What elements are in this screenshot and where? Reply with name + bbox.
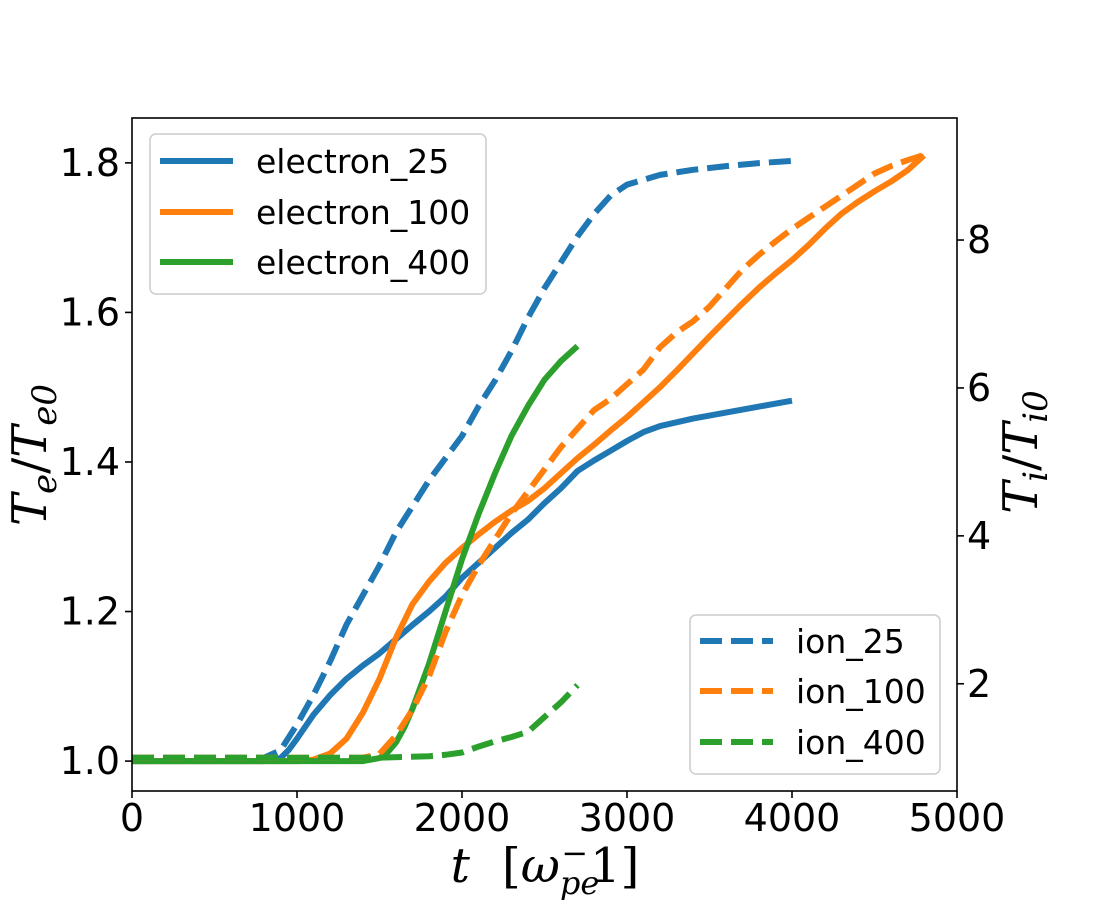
y-axis-right: 2 4 6 8 [957,218,991,706]
y-right-num-sub: i [1016,471,1056,482]
y-left-num-sub: e [25,474,65,494]
x-tick-label: 3000 [579,796,676,840]
legend-label-electron-25: electron_25 [256,142,449,181]
y-left-num: T [2,491,58,526]
series-line-electron-100 [132,153,927,765]
series-line-ion-400 [132,683,580,761]
legend-label-ion-400: ion_400 [796,723,926,762]
legend-electrons: electron_25 electron_100 electron_400 [149,133,487,295]
series-line-electron-25 [132,397,793,765]
x-axis-omega: ω [521,838,560,894]
series-layer [132,152,927,765]
legend-label-ion-25: ion_25 [796,622,905,661]
y-left-tick-label: 1.4 [60,440,120,484]
x-axis-sub: pe [560,864,599,900]
legend-ions-frame [689,614,941,775]
x-axis-one: 1 [590,838,621,894]
y-left-tick-label: 1.8 [60,141,120,185]
x-axis-bracket-close: ] [621,838,640,894]
series-line-ion-25 [132,157,793,761]
x-tick-label: 1000 [249,796,346,840]
y-right-tick-label: 6 [967,366,991,410]
y-left-den-sub: e0 [25,384,65,426]
legend-label-electron-400: electron_400 [256,243,470,282]
x-axis-bracket-open: [ [502,838,521,894]
legend-label-electron-100: electron_100 [256,193,470,232]
y-axis-right-title: Ti/Ti0 [993,390,1056,514]
y-axis-left: 1.0 1.2 1.4 1.6 1.8 [60,141,132,783]
y-left-tick-label: 1.2 [60,590,120,634]
y-left-tick-label: 1.6 [60,290,120,334]
legend-electrons-frame [149,133,487,295]
y-left-den: T [2,423,58,458]
legend-label-ion-100: ion_100 [796,672,926,711]
y-axis-left-title: Te/Te0 [2,384,65,526]
y-right-den-sub: i0 [1016,390,1056,423]
x-axis-title: t [ωpe−1] [451,834,640,900]
x-tick-label: 4000 [744,796,841,840]
x-tick-label: 2000 [414,796,511,840]
series-line-ion-100 [132,152,925,761]
y-left-slash: / [2,457,58,474]
x-tick-label: 5000 [909,796,1006,840]
y-right-den: T [993,420,1049,455]
y-right-tick-label: 4 [967,514,991,558]
y-right-num: T [993,479,1049,514]
x-tick-label: 0 [120,796,144,840]
series-line-electron-400 [132,343,580,765]
x-axis-sup: − [561,834,588,872]
plot-frame [131,117,958,792]
y-right-slash: / [993,454,1049,471]
x-axis: 0 1000 2000 3000 4000 5000 [120,791,1005,840]
y-right-tick-label: 2 [967,662,991,706]
legend-ions: ion_25 ion_100 ion_400 [689,614,941,775]
x-axis-var: t [451,838,471,894]
y-left-tick-label: 1.0 [60,739,120,783]
y-right-tick-label: 8 [967,218,991,262]
